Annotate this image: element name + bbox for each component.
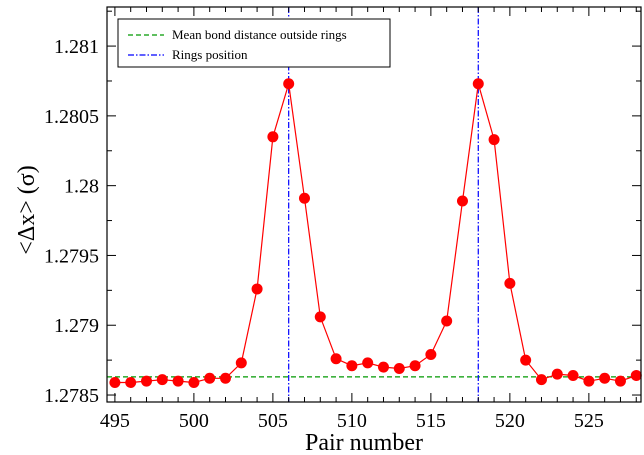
legend-label-mean-bond: Mean bond distance outside rings (172, 27, 347, 42)
data-point (219, 372, 231, 384)
x-tick-label: 520 (495, 410, 525, 432)
data-point (251, 283, 263, 295)
y-tick-label: 1.2805 (44, 106, 99, 128)
data-point (298, 192, 310, 204)
data-point (614, 375, 626, 387)
data-point (488, 134, 500, 146)
data-point (425, 349, 437, 361)
data-point (472, 78, 484, 90)
x-tick-label: 500 (179, 410, 209, 432)
data-point (520, 354, 532, 366)
data-point (551, 368, 563, 380)
x-axis-title: Pair number (305, 430, 423, 455)
x-axis-ticks: 495 500 505 510 515 520 525 (100, 7, 637, 432)
reference-lines (107, 7, 641, 402)
legend: Mean bond distance outside rings Rings p… (117, 18, 391, 68)
data-point (204, 372, 216, 384)
data-point (314, 311, 326, 323)
data-point (188, 376, 200, 388)
data-point (567, 369, 579, 381)
x-tick-label: 525 (574, 410, 604, 432)
data-point (583, 375, 595, 387)
y-axis-ticks: 1.2785 1.279 1.2795 1.28 1.2805 1.281 (44, 10, 641, 407)
data-point (125, 376, 137, 388)
y-tick-label: 1.2795 (44, 245, 99, 267)
y-tick-label: 1.281 (54, 36, 99, 58)
data-point (535, 374, 547, 386)
data-point (109, 376, 121, 388)
plot-frame (106, 6, 642, 403)
legend-label-rings: Rings position (172, 47, 248, 62)
series-line-0 (114, 83, 637, 384)
x-tick-label: 515 (416, 410, 446, 432)
data-point (630, 369, 642, 381)
data-point (235, 357, 247, 369)
data-point (441, 315, 453, 327)
y-tick-label: 1.28 (64, 176, 99, 198)
data-point (456, 195, 468, 207)
data-series (109, 78, 642, 388)
y-tick-label: 1.279 (54, 315, 99, 337)
legend-box (117, 18, 391, 68)
data-point (599, 372, 611, 384)
data-point (377, 361, 389, 373)
data-point (156, 374, 168, 386)
data-point (330, 353, 342, 365)
data-point (409, 360, 421, 372)
x-tick-label: 510 (337, 410, 367, 432)
y-axis-title: <Δx> (σ) (14, 165, 40, 254)
data-point (172, 375, 184, 387)
data-point (283, 78, 295, 90)
data-point (346, 360, 358, 372)
x-tick-label: 495 (100, 410, 130, 432)
data-point (140, 375, 152, 387)
data-point (504, 277, 516, 289)
data-point (267, 131, 279, 143)
x-tick-label: 505 (258, 410, 288, 432)
data-point (393, 363, 405, 375)
data-point (362, 357, 374, 369)
y-tick-label: 1.2785 (44, 385, 99, 407)
